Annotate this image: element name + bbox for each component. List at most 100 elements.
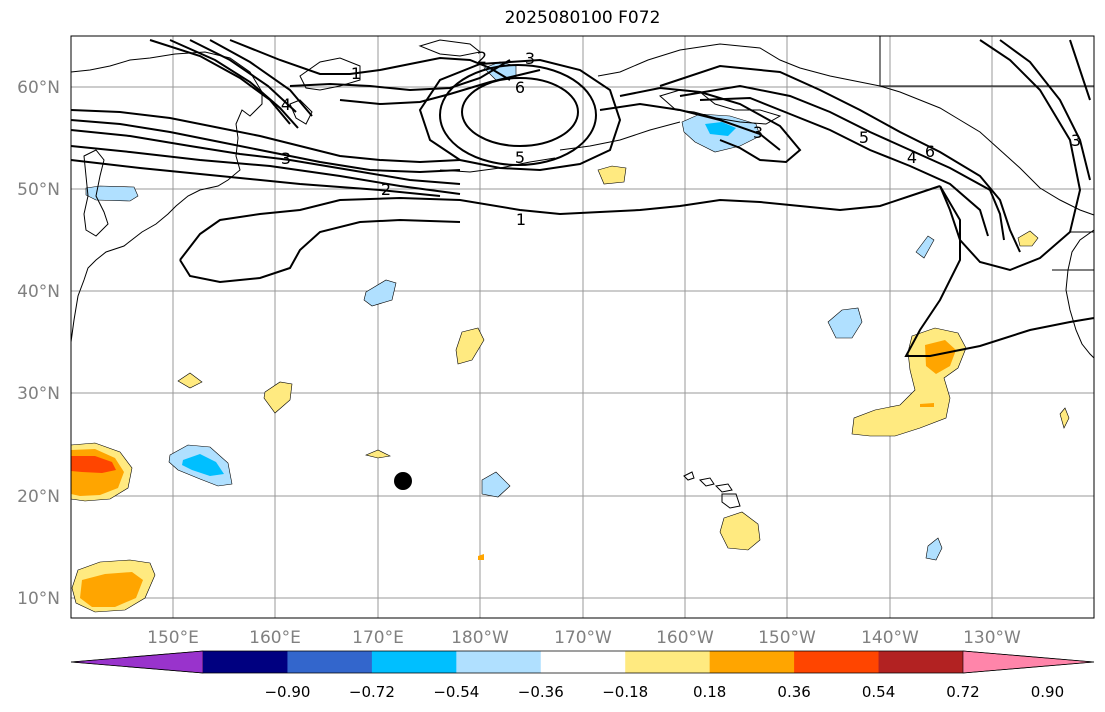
lon-label-170e: 170°E <box>352 628 404 648</box>
negative-anomaly-50n-145e <box>85 185 139 202</box>
lat-label-30n: 30°N <box>17 384 60 404</box>
contour-label-group: 1 2 3 6 5 4 3 1 2 3 6 5 4 3 <box>281 48 1081 229</box>
colorbar-extend-high <box>962 650 1095 674</box>
positive-anomaly-29n-159e <box>263 381 293 414</box>
colorbar-segment <box>456 651 542 673</box>
kauai-island <box>683 471 695 481</box>
positive-anomaly-east-pacific-spot <box>920 403 934 407</box>
colorbar-segment <box>878 651 964 673</box>
bering-north-coast <box>418 39 482 57</box>
colorbar-segment <box>371 651 457 673</box>
map-title: 2025080100 F072 <box>504 8 661 28</box>
negative-anomaly-45n-137w <box>915 235 935 259</box>
contour-nw-3 <box>209 39 313 117</box>
north-america-coastline <box>1065 229 1095 359</box>
positive-anomaly-28n-122w <box>1059 407 1070 429</box>
lat-label-60n: 60°N <box>17 78 60 98</box>
contour-west-6 <box>70 109 461 164</box>
contour-label-2-west: 2 <box>381 180 391 199</box>
contour-label-1-south: 1 <box>516 210 526 229</box>
positive-anomaly-51n-171w <box>597 165 627 185</box>
positive-anomaly-14n-180 <box>478 554 484 560</box>
contour-2 <box>70 159 441 197</box>
colorbar-tick-label: −0.18 <box>602 683 648 701</box>
aleutian-chain <box>559 121 681 151</box>
colorbar-tick-label: 0.36 <box>777 683 810 701</box>
colorbar-segment <box>625 651 711 673</box>
contour-label-5-east: 5 <box>859 128 869 147</box>
contour-lines <box>70 39 1095 357</box>
lon-label-160e: 160°E <box>249 628 301 648</box>
negative-anomaly-55n-155w-core <box>705 122 736 136</box>
chukotka-coast <box>299 57 361 91</box>
positive-anomaly-east-pacific-mid <box>925 340 956 374</box>
contour-label-6-east: 6 <box>925 142 935 161</box>
contour-nw-4 <box>189 39 297 113</box>
lon-label-160w: 160°W <box>656 628 714 648</box>
contour-nw-5 <box>169 39 299 129</box>
latitude-labels: 60°N 50°N 40°N 30°N 20°N 10°N <box>17 78 60 609</box>
map-frame <box>70 35 1095 619</box>
colorbar-tick-label: −0.90 <box>264 683 310 701</box>
positive-anomaly-46n-126w <box>1017 230 1039 247</box>
contour-1-loop <box>179 218 461 284</box>
colorbar-tick-label: −0.36 <box>518 683 564 701</box>
contour-2-north <box>289 59 511 92</box>
coastlines <box>70 36 1095 509</box>
contour-west-4 <box>70 129 461 185</box>
colorbar-segment <box>287 651 373 673</box>
contour-east-3c <box>1069 39 1091 101</box>
contour-nw-6 <box>149 39 291 125</box>
contour-east-5 <box>679 84 1005 241</box>
negative-anomaly-21n-180 <box>481 471 511 498</box>
contour-east-4 <box>699 96 989 237</box>
lon-label-150e: 150°E <box>147 628 199 648</box>
maui-island <box>714 483 733 493</box>
negative-anomaly-37n-143w <box>827 307 863 339</box>
alaska-coastline <box>597 43 1095 216</box>
positive-anomaly-16n-155w <box>719 511 761 551</box>
colorbar-outline <box>70 650 1095 674</box>
colorbar-tick-label: 0.54 <box>862 683 895 701</box>
contour-low-5 <box>439 64 597 166</box>
lat-label-40n: 40°N <box>17 282 60 302</box>
contour-east-3 <box>939 39 1082 272</box>
lat-label-20n: 20°N <box>17 487 60 507</box>
contour-east-6 <box>659 64 1021 253</box>
lon-label-150w: 150°W <box>758 628 816 648</box>
positive-anomaly-west-10n-mid <box>80 572 143 607</box>
negative-anomaly-14n-134w <box>925 537 943 561</box>
colorbar <box>70 650 1095 674</box>
colorbar-segment <box>709 651 795 673</box>
negative-anomaly-23n-155e-core <box>182 454 224 476</box>
lon-label-140w: 140°W <box>861 628 919 648</box>
lon-label-180w: 180°W <box>451 628 509 648</box>
colorbar-segment <box>203 651 288 673</box>
colorbar-segment <box>540 651 626 673</box>
contour-east-3b <box>999 39 1091 181</box>
contour-low-4 <box>418 58 622 172</box>
longitude-labels: 150°E 160°E 170°E 180°W 170°W 160°W 150°… <box>147 628 1021 648</box>
lat-label-50n: 50°N <box>17 180 60 200</box>
positive-anomaly-31n-152e <box>177 372 203 389</box>
colorbar-tick-label: 0.90 <box>1031 683 1064 701</box>
positive-anomaly-34n-178e <box>455 327 485 365</box>
contour-label-3-west: 3 <box>281 149 291 168</box>
oahu-island <box>698 477 715 487</box>
positive-anomaly-west-22n-core <box>71 456 116 473</box>
storm-center-marker <box>394 472 412 490</box>
sakhalin-coast <box>83 149 109 237</box>
contour-label-2-north: 2 <box>477 48 487 67</box>
map-panel: 1 2 3 6 5 4 3 1 2 3 6 5 4 3 <box>70 35 1095 619</box>
contour-aleutian-2 <box>599 102 781 151</box>
contour-label-3-north: 3 <box>525 49 535 68</box>
colorbar-tick-labels: −0.90 −0.72 −0.54 −0.36 −0.18 0.18 0.36 0.54 0.7… <box>264 683 1064 701</box>
negative-anomaly-40n-169e <box>363 279 397 307</box>
contour-low-6 <box>461 77 579 147</box>
colorbar-segment <box>794 651 880 673</box>
lon-label-170w: 170°W <box>554 628 612 648</box>
lon-label-130w: 130°W <box>963 628 1021 648</box>
colorbar-extend-low <box>70 650 204 674</box>
big-island <box>721 493 741 509</box>
